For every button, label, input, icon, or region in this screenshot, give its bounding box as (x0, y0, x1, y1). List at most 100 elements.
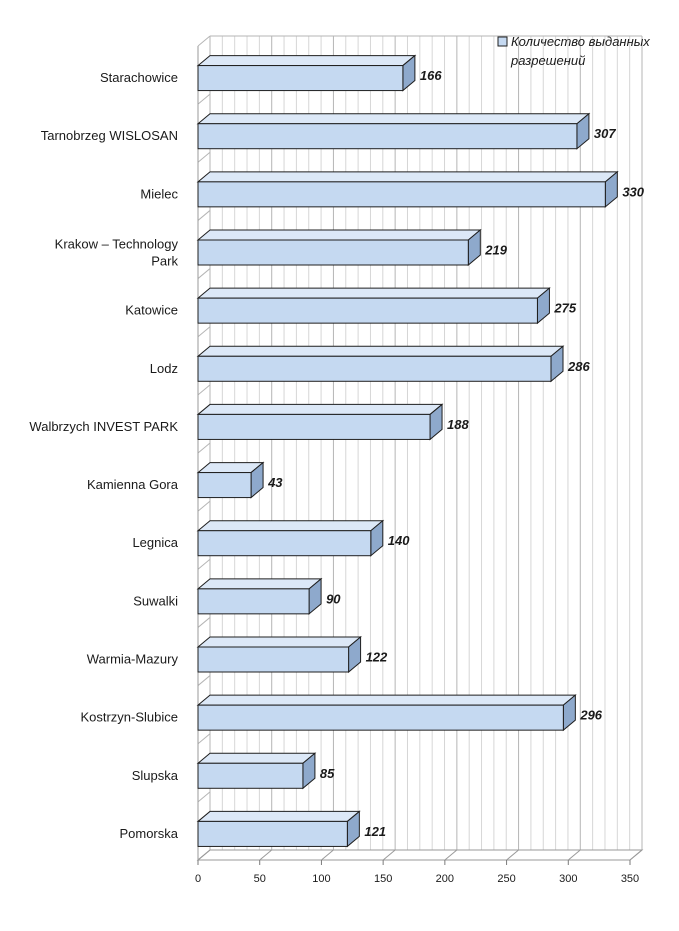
bar (196, 752, 317, 790)
bar-top-face (196, 113, 591, 125)
grid (196, 35, 644, 865)
bar-top-face (196, 578, 323, 590)
x-tick-label: 200 (436, 873, 454, 885)
bar-front-face (197, 355, 552, 382)
bar-top-face (196, 55, 417, 67)
side-wall-line (197, 151, 211, 163)
x-tick-label: 0 (195, 873, 201, 885)
bar (196, 461, 265, 499)
data-label: 296 (579, 708, 602, 723)
bar (196, 170, 619, 208)
side-wall-line (197, 617, 211, 628)
side-wall-line (197, 268, 211, 279)
x-tick-label: 250 (497, 873, 515, 885)
legend-label-line-2: разрешений (510, 53, 585, 68)
floor-line (444, 849, 458, 861)
bars (196, 54, 619, 848)
bar-front-face (197, 472, 252, 499)
bar-front-face (197, 530, 372, 557)
x-tick-label: 100 (312, 873, 330, 885)
bar-front-face (197, 762, 304, 789)
bar-top-face (196, 171, 619, 183)
x-tick-label: 150 (374, 873, 392, 885)
floor-line (506, 849, 519, 861)
data-label: 330 (622, 184, 644, 199)
side-wall-line (197, 675, 211, 686)
side-wall-line (197, 500, 211, 512)
legend-label-line-1: Количество выданных (511, 34, 650, 49)
bar-top-face (196, 636, 362, 648)
data-labels: 166 307 330 219 275 286 188 43 140 90 122 296 85 121 (267, 68, 645, 839)
category-label: Mielec (140, 186, 178, 201)
side-wall-line (197, 210, 211, 221)
bar (196, 228, 482, 267)
bar-front-face (197, 123, 578, 150)
bar-front-face (197, 239, 469, 266)
category-label: Warmia-Mazury (87, 652, 179, 667)
bar-top-face (196, 752, 317, 764)
bar-front-face (197, 820, 348, 847)
data-label: 90 (326, 591, 341, 606)
bar-front-face (197, 297, 538, 324)
floor-line (629, 849, 643, 861)
category-label: Walbrzych INVEST PARK (29, 419, 178, 434)
category-label: Katowice (125, 303, 178, 318)
x-tick-label: 50 (254, 873, 266, 885)
floor-line (382, 849, 396, 861)
bar-top-face (196, 520, 385, 532)
data-label: 122 (366, 650, 388, 665)
side-wall-line (197, 558, 211, 570)
legend-swatch (497, 36, 508, 47)
bar-top-face (196, 345, 565, 357)
category-label: Starachowice (100, 70, 178, 85)
x-axis-ticks: 0 50 100 150 200 250 300 350 (195, 873, 639, 885)
bar (196, 810, 361, 848)
data-label: 188 (447, 417, 469, 432)
x-tick-label: 350 (621, 873, 639, 885)
side-wall-line (197, 384, 211, 396)
data-label: 275 (553, 301, 576, 316)
data-label: 140 (388, 533, 410, 548)
bar-front-face (197, 181, 606, 208)
floor-line (567, 849, 581, 861)
bar-top-face (196, 287, 551, 299)
floor-line (321, 849, 334, 861)
bar-front-face (197, 588, 310, 615)
category-labels: Starachowice Tarnobrzeg WISLOSAN Mielec Kra… (29, 70, 178, 841)
data-label: 307 (594, 126, 616, 141)
bar-front-face (197, 646, 350, 673)
bar (196, 577, 323, 615)
bar-top-face (196, 403, 444, 415)
x-tick-label: 300 (559, 873, 577, 885)
floor-line (197, 849, 211, 861)
category-label: Pomorska (119, 826, 178, 841)
side-wall-line (197, 326, 211, 338)
bar-top-face (196, 810, 361, 822)
bar (196, 519, 385, 557)
bar-top-face (196, 694, 577, 706)
category-label: Kamienna Gora (87, 477, 179, 492)
data-label: 166 (420, 68, 442, 83)
bar (196, 112, 591, 150)
category-label: Lodz (150, 361, 178, 376)
bar-front-face (197, 704, 564, 731)
data-label: 286 (567, 359, 590, 374)
bar (196, 635, 362, 674)
category-label: Legnica (132, 535, 178, 550)
side-wall-line (197, 35, 211, 47)
floor-line (259, 849, 273, 861)
bar-top-face (196, 229, 482, 241)
bar (196, 694, 577, 732)
category-label: Kostrzyn-Slubice (80, 710, 178, 725)
data-label: 219 (484, 243, 507, 258)
side-wall-line (197, 733, 211, 745)
category-label: Slupska (132, 768, 179, 783)
bar (196, 345, 565, 383)
data-label: 43 (267, 475, 283, 490)
side-wall-line (197, 93, 211, 105)
bar (196, 403, 444, 441)
bar (196, 54, 417, 92)
data-label: 85 (320, 766, 335, 781)
